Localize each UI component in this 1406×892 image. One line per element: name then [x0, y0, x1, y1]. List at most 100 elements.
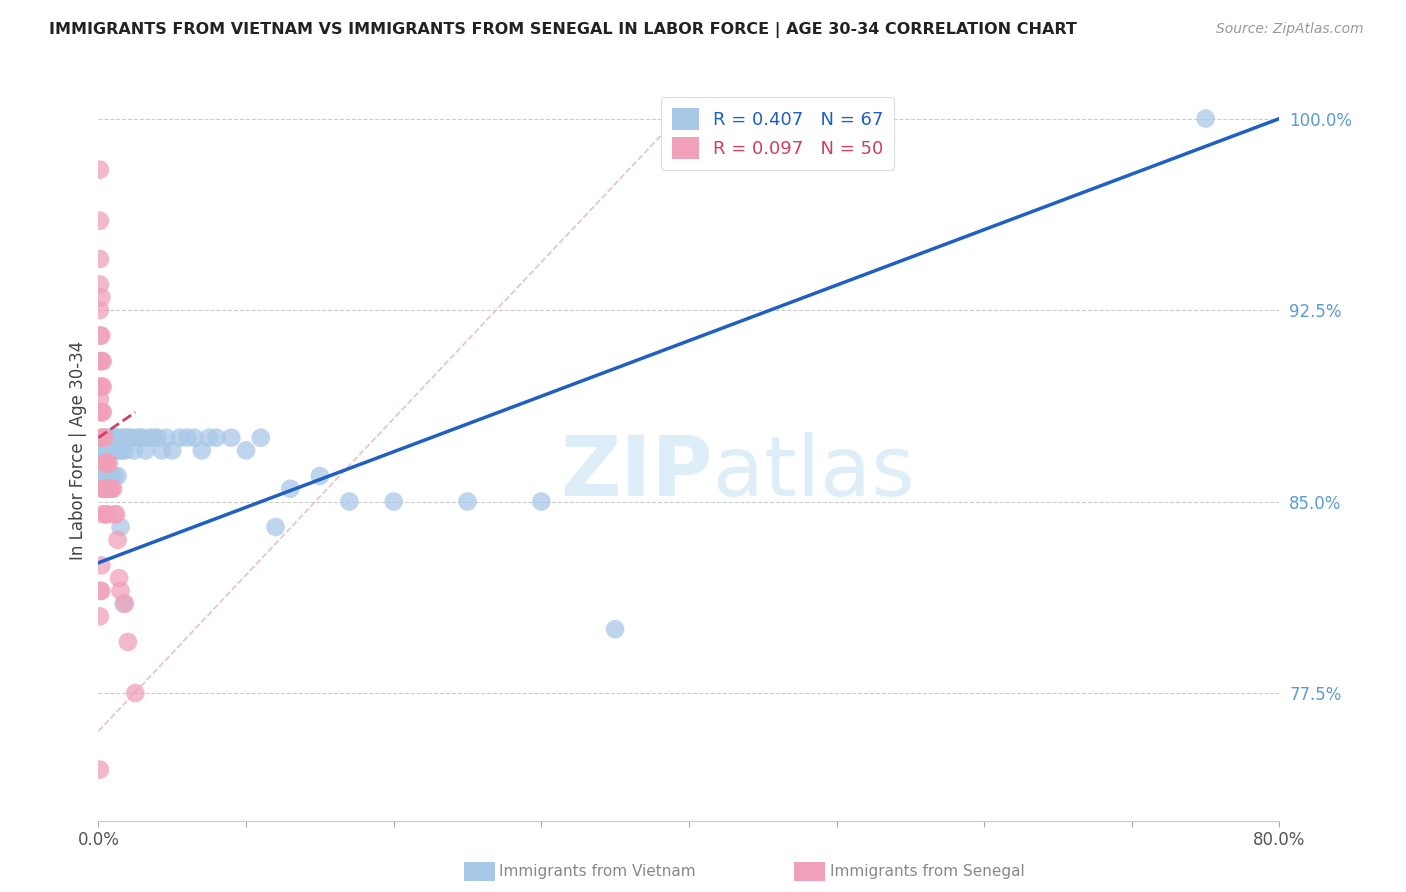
Point	[94, 456, 117, 470]
Point	[112, 431, 135, 445]
Point	[120, 431, 142, 445]
Point	[98, 443, 121, 458]
Point	[135, 443, 157, 458]
Point	[89, 354, 111, 368]
Point	[89, 405, 111, 419]
Y-axis label: In Labor Force | Age 30-34: In Labor Force | Age 30-34	[69, 341, 87, 560]
Point	[105, 508, 128, 522]
Point	[110, 583, 132, 598]
Text: Immigrants from Vietnam: Immigrants from Vietnam	[499, 864, 696, 879]
Point	[93, 482, 115, 496]
Point	[93, 443, 115, 458]
Point	[91, 482, 114, 496]
Point	[104, 508, 127, 522]
Point	[90, 443, 112, 458]
Point	[94, 431, 117, 445]
Point	[93, 431, 115, 445]
Point	[146, 431, 169, 445]
Point	[91, 405, 114, 419]
Point	[235, 443, 257, 458]
Point	[90, 431, 112, 445]
Point	[96, 443, 118, 458]
Point	[117, 431, 139, 445]
Point	[108, 431, 131, 445]
Point	[530, 494, 553, 508]
Point	[89, 162, 111, 177]
Point	[89, 469, 111, 483]
Point	[132, 431, 155, 445]
Point	[108, 571, 131, 585]
Point	[457, 494, 479, 508]
Point	[91, 379, 114, 393]
Point	[105, 431, 128, 445]
Point	[89, 328, 111, 343]
Point	[89, 763, 111, 777]
Point	[280, 482, 302, 496]
Point	[89, 213, 111, 227]
Point	[90, 379, 112, 393]
Point	[143, 431, 166, 445]
Point	[103, 431, 125, 445]
Point	[198, 431, 221, 445]
Point	[1195, 112, 1218, 126]
Point	[128, 431, 150, 445]
Point	[97, 443, 120, 458]
Point	[100, 443, 122, 458]
Point	[89, 583, 111, 598]
Point	[124, 686, 146, 700]
Point	[90, 583, 112, 598]
Text: IMMIGRANTS FROM VIETNAM VS IMMIGRANTS FROM SENEGAL IN LABOR FORCE | AGE 30-34 CO: IMMIGRANTS FROM VIETNAM VS IMMIGRANTS FR…	[49, 22, 1077, 38]
Point	[90, 328, 112, 343]
Point	[111, 443, 134, 458]
Point	[90, 290, 112, 304]
Point	[96, 482, 118, 496]
Point	[98, 482, 121, 496]
Point	[107, 443, 129, 458]
Point	[100, 431, 122, 445]
Point	[94, 482, 117, 496]
Point	[98, 482, 121, 496]
Point	[96, 456, 118, 470]
Point	[105, 431, 128, 445]
Point	[264, 520, 287, 534]
Text: Source: ZipAtlas.com: Source: ZipAtlas.com	[1216, 22, 1364, 37]
Point	[112, 597, 135, 611]
Point	[104, 443, 127, 458]
Point	[169, 431, 191, 445]
Point	[104, 469, 127, 483]
Point	[96, 508, 118, 522]
Point	[117, 635, 139, 649]
Point	[605, 622, 627, 636]
Point	[97, 482, 120, 496]
Point	[122, 443, 145, 458]
Point	[107, 469, 129, 483]
Point	[91, 431, 114, 445]
Point	[205, 431, 228, 445]
Point	[90, 558, 112, 573]
Point	[89, 392, 111, 407]
Point	[91, 443, 114, 458]
Point	[91, 508, 114, 522]
Point	[155, 431, 177, 445]
Text: ZIP: ZIP	[560, 432, 713, 513]
Point	[139, 431, 162, 445]
Point	[176, 431, 198, 445]
Point	[309, 469, 332, 483]
Point	[91, 482, 114, 496]
Point	[98, 443, 121, 458]
Legend: R = 0.407   N = 67, R = 0.097   N = 50: R = 0.407 N = 67, R = 0.097 N = 50	[661, 96, 894, 169]
Point	[115, 431, 138, 445]
Point	[221, 431, 243, 445]
Text: Immigrants from Senegal: Immigrants from Senegal	[830, 864, 1025, 879]
Point	[125, 431, 148, 445]
Point	[94, 508, 117, 522]
Point	[110, 520, 132, 534]
Point	[162, 443, 183, 458]
Point	[96, 431, 118, 445]
Point	[183, 431, 205, 445]
Text: atlas: atlas	[713, 432, 914, 513]
Point	[110, 443, 132, 458]
Point	[90, 405, 112, 419]
Point	[382, 494, 405, 508]
Point	[150, 443, 173, 458]
